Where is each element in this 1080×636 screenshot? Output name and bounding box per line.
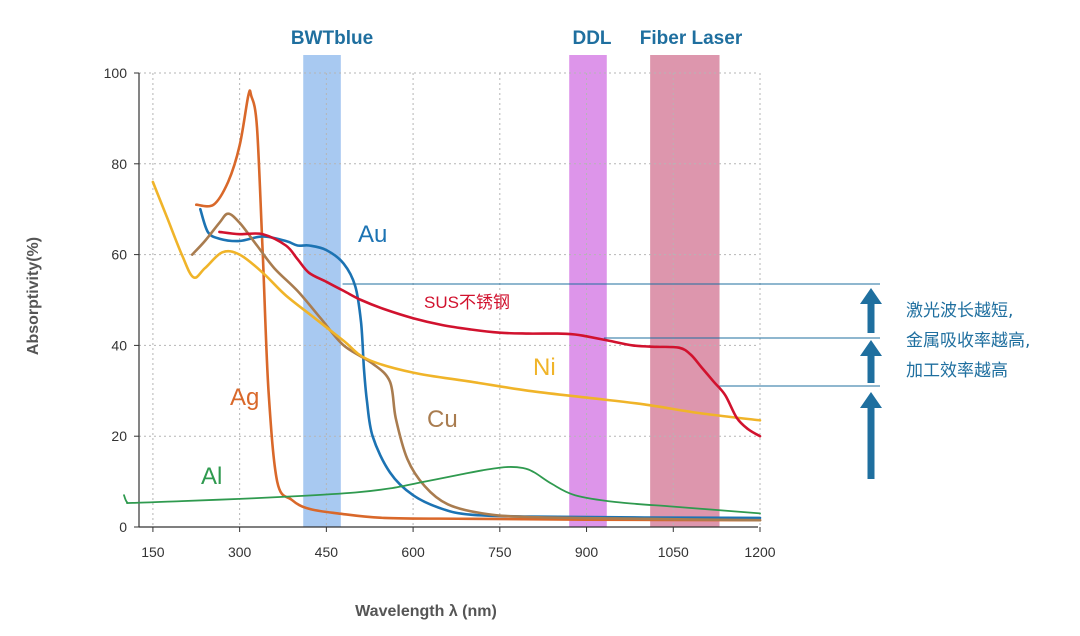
band-label-ddl: DDL [572, 28, 611, 49]
arrow-up-bottom-shaft [867, 404, 875, 479]
x-tick-label-1050: 1050 [658, 544, 689, 560]
x-tick-label-600: 600 [401, 544, 425, 560]
y-tick-label-40: 40 [111, 337, 127, 353]
series-label-ni: Ni [533, 354, 556, 381]
series-line-sus [218, 230, 762, 438]
arrow-up-top-head [860, 288, 882, 304]
x-tick-label-750: 750 [488, 544, 512, 560]
band-bwtblue [303, 55, 341, 527]
series-label-au: Au [358, 221, 387, 248]
annotation-line-2: 金属吸收率越高, [906, 331, 1030, 351]
y-axis-title: Absorptivity(%) [25, 237, 42, 355]
series-label-sus: SUS不锈钢 [424, 293, 510, 312]
y-tick-label-20: 20 [111, 428, 127, 444]
series-line-al [123, 466, 761, 515]
x-tick-label-300: 300 [228, 544, 252, 560]
series-line-ni [151, 180, 762, 422]
x-tick-label-150: 150 [141, 544, 165, 560]
y-tick-label-100: 100 [104, 65, 128, 81]
arrow-up-middle-head [860, 340, 882, 356]
series-label-al: Al [201, 463, 222, 490]
axes [138, 73, 758, 528]
y-tick-label-60: 60 [111, 247, 127, 263]
series-label-cu: Cu [427, 406, 458, 433]
y-tick-label-80: 80 [111, 156, 127, 172]
arrows [860, 288, 882, 479]
x-tick-label-450: 450 [315, 544, 339, 560]
band-label-fiber-laser: Fiber Laser [640, 28, 743, 49]
x-axis-title: Wavelength λ (nm) [355, 603, 497, 620]
annotation-line-1: 激光波长越短, [906, 301, 1013, 321]
arrow-up-bottom [860, 392, 882, 479]
annotation-line-3: 加工效率越高 [906, 361, 1008, 381]
x-tick-label-900: 900 [575, 544, 599, 560]
arrow-up-bottom-head [860, 392, 882, 408]
series [123, 89, 762, 522]
guide-lines [342, 283, 880, 387]
y-tick-label-0: 0 [119, 519, 127, 535]
arrow-up-middle-shaft [867, 352, 875, 383]
x-tick-label-1200: 1200 [744, 544, 775, 560]
band-fiber-laser [650, 55, 720, 527]
band-ddl [569, 55, 607, 527]
ticks: 150 300 450 600 750 900 1050 1200 0 20 40 60 80 100 [104, 65, 776, 560]
laser-bands [303, 55, 720, 527]
arrow-up-top-shaft [867, 300, 875, 333]
arrow-up-middle [860, 340, 882, 383]
series-label-ag: Ag [230, 384, 259, 411]
series-line-ag [195, 89, 762, 522]
arrow-up-top [860, 288, 882, 333]
series-line-au [199, 207, 762, 520]
band-label-bwtblue: BWTblue [291, 28, 373, 49]
labels: BWTblue DDL Fiber Laser Au SUS不锈钢 Ni Ag … [25, 28, 1030, 620]
grid [139, 72, 761, 527]
